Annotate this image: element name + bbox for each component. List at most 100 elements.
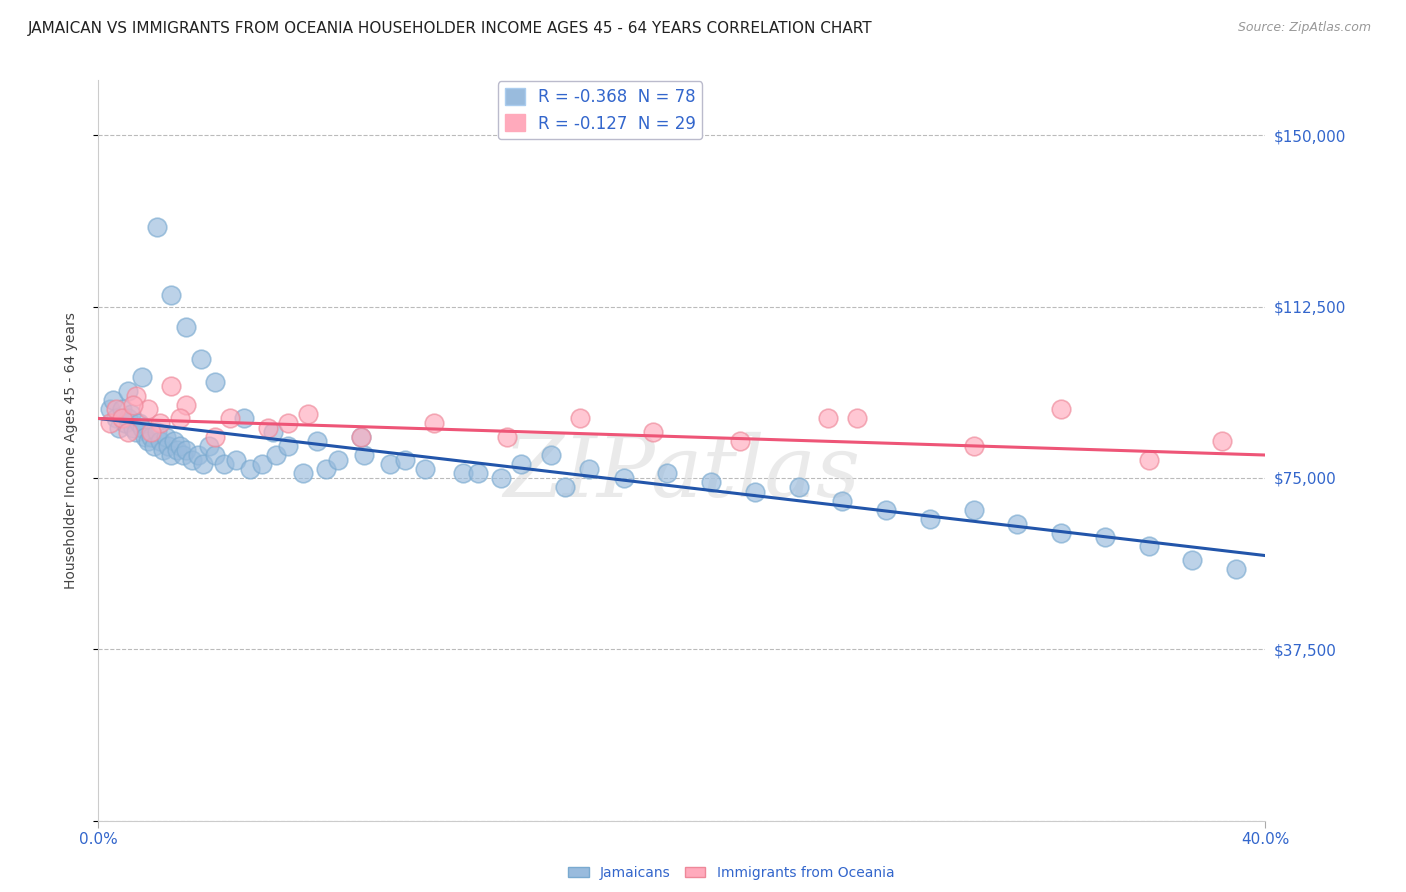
Point	[263, 425, 285, 440]
Point	[256, 420, 278, 434]
Point	[149, 416, 172, 430]
Point	[134, 430, 156, 444]
Point	[160, 379, 183, 393]
Point	[139, 425, 162, 440]
Point	[152, 443, 174, 458]
Point	[315, 461, 337, 475]
Point	[117, 425, 139, 440]
Point	[131, 370, 153, 384]
Point	[277, 439, 299, 453]
Point	[291, 467, 314, 481]
Point	[1211, 434, 1233, 449]
Point	[744, 484, 766, 499]
Point	[101, 393, 124, 408]
Point	[117, 411, 139, 425]
Point	[136, 434, 159, 449]
Point	[160, 448, 183, 462]
Point	[204, 448, 226, 462]
Point	[1050, 402, 1073, 417]
Point	[155, 430, 177, 444]
Point	[163, 434, 186, 449]
Point	[139, 430, 162, 444]
Point	[846, 411, 869, 425]
Legend: R = -0.368  N = 78, R = -0.127  N = 29: R = -0.368 N = 78, R = -0.127 N = 29	[498, 81, 703, 139]
Point	[307, 434, 329, 449]
Point	[212, 457, 235, 471]
Point	[187, 448, 209, 462]
Point	[875, 503, 897, 517]
Point	[831, 493, 853, 508]
Point	[122, 420, 145, 434]
Point	[125, 389, 148, 403]
Point	[104, 411, 127, 425]
Point	[266, 448, 288, 462]
Point	[787, 480, 810, 494]
Point	[250, 457, 273, 471]
Point	[962, 439, 984, 453]
Point	[166, 443, 188, 458]
Point	[157, 439, 180, 453]
Point	[131, 420, 153, 434]
Point	[98, 416, 121, 430]
Point	[540, 448, 562, 462]
Point	[1137, 540, 1160, 554]
Text: JAMAICAN VS IMMIGRANTS FROM OCEANIA HOUSEHOLDER INCOME AGES 45 - 64 YEARS CORREL: JAMAICAN VS IMMIGRANTS FROM OCEANIA HOUS…	[28, 21, 873, 36]
Point	[918, 512, 941, 526]
Point	[489, 471, 512, 485]
Point	[962, 503, 984, 517]
Point	[380, 457, 402, 471]
Point	[568, 411, 591, 425]
Point	[225, 452, 247, 467]
Point	[613, 471, 636, 485]
Point	[496, 430, 519, 444]
Point	[172, 448, 194, 462]
Point	[423, 416, 446, 430]
Point	[149, 434, 172, 449]
Point	[510, 457, 533, 471]
Point	[326, 452, 349, 467]
Point	[451, 467, 474, 481]
Point	[169, 411, 191, 425]
Point	[1050, 525, 1073, 540]
Y-axis label: Householder Income Ages 45 - 64 years: Householder Income Ages 45 - 64 years	[63, 312, 77, 589]
Point	[122, 398, 145, 412]
Point	[108, 420, 131, 434]
Point	[174, 443, 197, 458]
Point	[180, 452, 202, 467]
Point	[125, 425, 148, 440]
Point	[239, 461, 262, 475]
Point	[104, 402, 127, 417]
Point	[1137, 452, 1160, 467]
Point	[204, 375, 226, 389]
Point	[1007, 516, 1029, 531]
Point	[98, 402, 121, 417]
Point	[146, 425, 169, 440]
Point	[136, 402, 159, 417]
Point	[111, 402, 134, 417]
Point	[467, 467, 489, 481]
Point	[160, 288, 183, 302]
Point	[233, 411, 256, 425]
Point	[114, 416, 136, 430]
Point	[353, 448, 375, 462]
Point	[193, 457, 215, 471]
Point	[277, 416, 299, 430]
Point	[120, 407, 142, 421]
Point	[350, 430, 373, 444]
Point	[190, 352, 212, 367]
Point	[111, 411, 134, 425]
Point	[297, 407, 319, 421]
Point	[218, 411, 240, 425]
Legend: Jamaicans, Immigrants from Oceania: Jamaicans, Immigrants from Oceania	[562, 860, 900, 885]
Point	[700, 475, 723, 490]
Point	[128, 416, 150, 430]
Point	[142, 439, 165, 453]
Point	[394, 452, 416, 467]
Point	[1181, 553, 1204, 567]
Point	[198, 439, 221, 453]
Point	[641, 425, 664, 440]
Point	[204, 430, 226, 444]
Point	[413, 461, 436, 475]
Point	[169, 439, 191, 453]
Text: Source: ZipAtlas.com: Source: ZipAtlas.com	[1237, 21, 1371, 34]
